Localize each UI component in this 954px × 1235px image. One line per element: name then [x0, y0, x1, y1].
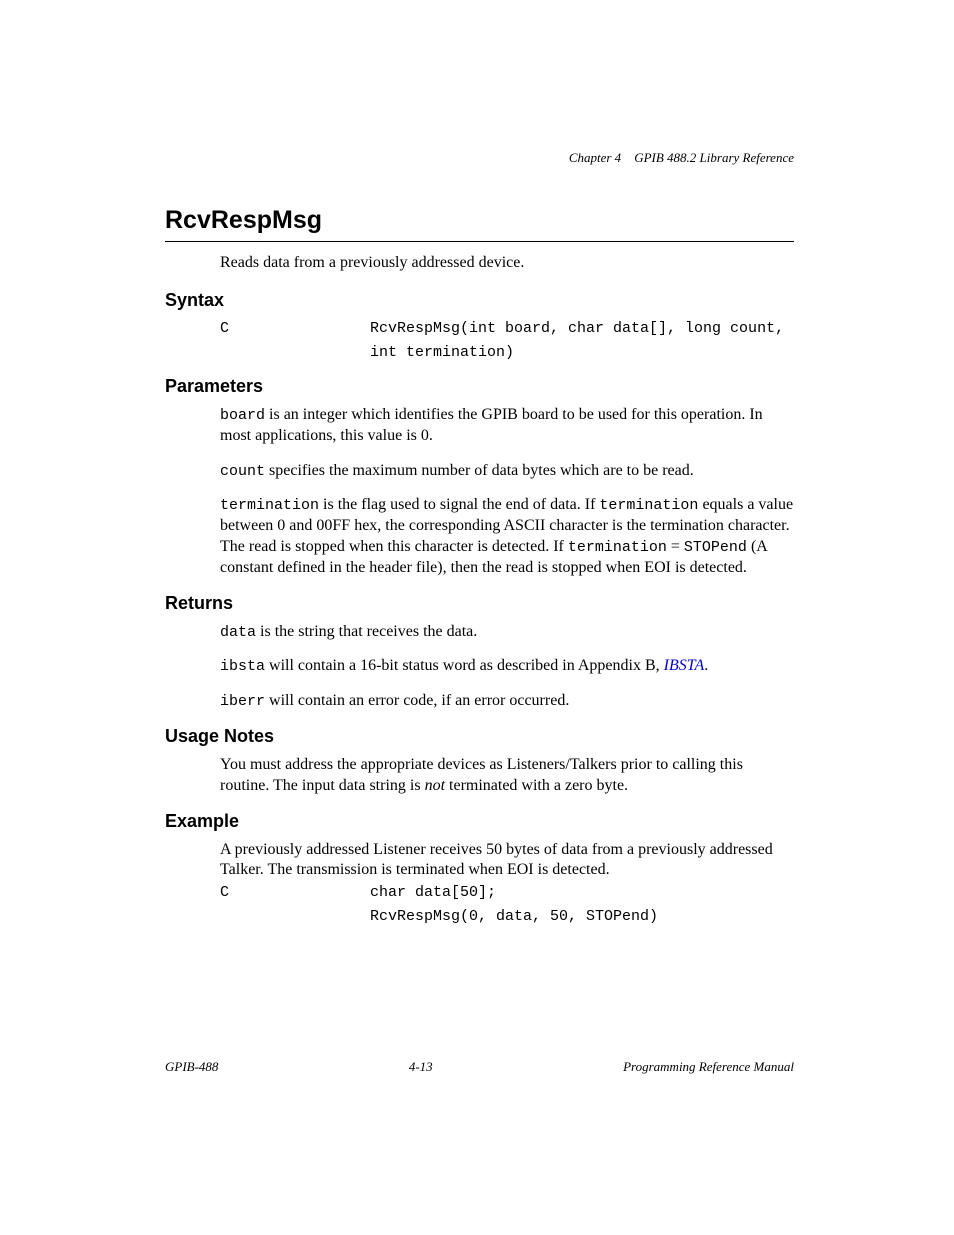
footer-left: GPIB-488	[165, 1059, 218, 1075]
param-term-text1: is the flag used to signal the end of da…	[319, 496, 599, 513]
param-board-code: board	[220, 407, 265, 424]
param-term-text3: =	[667, 538, 684, 555]
example-heading: Example	[165, 811, 794, 832]
usage-body: You must address the appropriate devices…	[220, 755, 794, 797]
param-board-text: is an integer which identifies the GPIB …	[220, 406, 763, 444]
return-ibsta-code: ibsta	[220, 658, 265, 675]
parameters-heading: Parameters	[165, 376, 794, 397]
page-header: Chapter 4 GPIB 488.2 Library Reference	[165, 150, 794, 166]
usage-text: You must address the appropriate devices…	[220, 755, 794, 797]
return-iberr: iberr will contain an error code, if an …	[220, 691, 794, 712]
return-iberr-text: will contain an error code, if an error …	[265, 692, 569, 709]
chapter-title: GPIB 488.2 Library Reference	[634, 150, 794, 165]
syntax-code-line2: int termination)	[370, 343, 514, 363]
returns-body: data is the string that receives the dat…	[220, 622, 794, 712]
syntax-code: C RcvRespMsg(int board, char data[], lon…	[220, 319, 794, 339]
param-term-code1: termination	[220, 497, 319, 514]
example-text: A previously addressed Listener receives…	[220, 840, 794, 882]
return-data-code: data	[220, 624, 256, 641]
page-footer: GPIB-488 4-13 Programming Reference Manu…	[165, 1059, 794, 1075]
example-code-line2: RcvRespMsg(0, data, 50, STOPend)	[370, 907, 658, 927]
example-body: A previously addressed Listener receives…	[220, 840, 794, 882]
param-count-text: specifies the maximum number of data byt…	[265, 462, 694, 479]
syntax-code-line1: RcvRespMsg(int board, char data[], long …	[370, 319, 784, 339]
return-data: data is the string that receives the dat…	[220, 622, 794, 643]
syntax-code-cont: int termination)	[220, 343, 794, 363]
parameters-body: board is an integer which identifies the…	[220, 405, 794, 579]
example-code-line1: char data[50];	[370, 883, 496, 903]
returns-heading: Returns	[165, 593, 794, 614]
param-termination: termination is the flag used to signal t…	[220, 495, 794, 578]
example-lang: C	[220, 883, 370, 903]
param-count: count specifies the maximum number of da…	[220, 461, 794, 482]
param-board: board is an integer which identifies the…	[220, 405, 794, 447]
example-code: C char data[50];	[220, 883, 794, 903]
param-term-code4: STOPend	[684, 539, 747, 556]
usage-heading: Usage Notes	[165, 726, 794, 747]
ibsta-link[interactable]: IBSTA	[664, 657, 705, 674]
footer-right: Programming Reference Manual	[623, 1059, 794, 1075]
usage-text2: terminated with a zero byte.	[445, 777, 628, 794]
return-iberr-code: iberr	[220, 693, 265, 710]
return-ibsta-text2: .	[704, 657, 708, 674]
param-count-code: count	[220, 463, 265, 480]
return-ibsta: ibsta will contain a 16-bit status word …	[220, 656, 794, 677]
param-term-code2: termination	[599, 497, 698, 514]
usage-italic: not	[425, 777, 445, 794]
param-term-code3: termination	[568, 539, 667, 556]
syntax-lang: C	[220, 319, 370, 339]
return-ibsta-text1: will contain a 16-bit status word as des…	[265, 657, 664, 674]
example-code-cont: RcvRespMsg(0, data, 50, STOPend)	[220, 907, 794, 927]
syntax-heading: Syntax	[165, 290, 794, 311]
page-title: RcvRespMsg	[165, 206, 794, 242]
chapter-label: Chapter 4	[569, 150, 621, 165]
return-data-text: is the string that receives the data.	[256, 623, 477, 640]
footer-center: 4-13	[409, 1059, 433, 1075]
intro-text: Reads data from a previously addressed d…	[220, 254, 794, 272]
